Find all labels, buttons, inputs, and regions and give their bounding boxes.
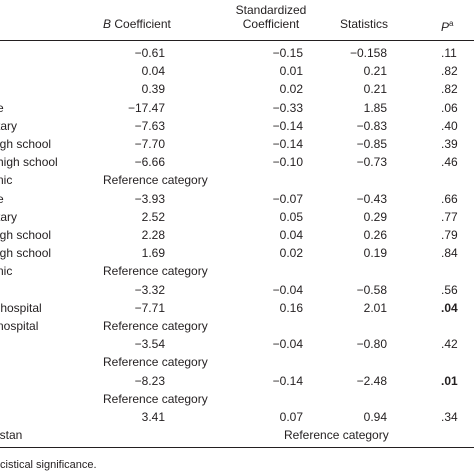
- cell: −0.15: [272, 46, 303, 60]
- reference: Reference category: [103, 355, 208, 370]
- row-label: nic: [0, 264, 13, 279]
- cell: −0.33: [272, 100, 303, 115]
- cell: 0.01: [279, 64, 303, 79]
- cell: −0.10: [272, 155, 303, 170]
- header-std-2: Coefficient: [242, 17, 300, 31]
- row-label: igh school: [0, 228, 52, 242]
- cell: .66: [441, 191, 458, 206]
- header-b-coefficient: Coefficient: [114, 17, 171, 31]
- cell: .40: [441, 118, 458, 133]
- reference: Reference category: [103, 319, 208, 333]
- row-label: nic: [0, 173, 13, 188]
- cell: −0.43: [356, 191, 387, 206]
- cell: −0.85: [356, 137, 387, 151]
- cell: .84: [441, 246, 458, 261]
- row-label: istan: [0, 428, 23, 443]
- row-label: high school: [0, 155, 58, 170]
- cell: 0.29: [363, 209, 387, 224]
- cell: −0.58: [356, 282, 387, 297]
- row-label: igh school: [0, 246, 52, 261]
- cell: −0.07: [272, 191, 303, 206]
- cell: .56: [441, 282, 458, 297]
- cell: 0.94: [363, 410, 387, 424]
- cell: −3.93: [134, 191, 165, 206]
- cell: −7.63: [134, 118, 165, 133]
- header-statistics: Statistics: [340, 17, 389, 31]
- cell: 2.01: [363, 300, 387, 315]
- cell: −7.71: [134, 300, 165, 315]
- cell: −8.23: [134, 373, 165, 388]
- cell: .42: [441, 337, 458, 352]
- header-b: B Coefficient: [103, 17, 171, 31]
- header-b-italic: B: [103, 17, 112, 31]
- cell: 0.26: [363, 228, 387, 242]
- cell: −0.14: [272, 137, 303, 151]
- cell: .04: [441, 300, 458, 315]
- cell: 0.21: [363, 64, 387, 79]
- cell: .82: [441, 64, 458, 79]
- cell: 0.16: [279, 300, 303, 315]
- cell: .82: [441, 82, 458, 97]
- cell: −0.04: [272, 337, 303, 352]
- cell: 0.04: [141, 64, 165, 79]
- cell: −0.80: [356, 337, 387, 352]
- row-label: igh school: [0, 137, 52, 151]
- row-label: e: [0, 100, 4, 115]
- row-label: hospital: [0, 300, 42, 315]
- reference: Reference category: [103, 391, 208, 406]
- row-label: tary: [0, 209, 18, 224]
- header-p: Pa: [441, 17, 453, 34]
- header-rule: [0, 40, 474, 41]
- cell: .01: [441, 373, 458, 388]
- cell: .79: [441, 228, 458, 242]
- cell: −2.48: [356, 373, 387, 388]
- cell: −0.158: [349, 46, 387, 60]
- cell: .34: [441, 410, 458, 424]
- cell: 1.69: [141, 246, 165, 261]
- reference: Reference category: [103, 173, 208, 188]
- cell: −0.61: [134, 46, 165, 60]
- header-std-1: Standardized: [235, 3, 307, 17]
- cell: −17.47: [127, 100, 165, 115]
- cell: −0.14: [272, 118, 303, 133]
- cell: .77: [441, 209, 458, 224]
- footnote: cistical significance.: [0, 459, 97, 471]
- cell: −3.54: [134, 337, 165, 352]
- header-p-sup: a: [449, 19, 454, 28]
- cell: −0.14: [272, 373, 303, 388]
- cell: −0.83: [356, 118, 387, 133]
- cell: −7.70: [134, 137, 165, 151]
- reference: Reference category: [103, 264, 208, 279]
- header-p-italic: P: [441, 20, 450, 34]
- reference: Reference category: [284, 428, 389, 443]
- cell: 0.04: [279, 228, 303, 242]
- cell: 0.02: [279, 82, 303, 97]
- cell: 0.19: [363, 246, 387, 261]
- cell: 0.07: [279, 410, 303, 424]
- cell: 0.21: [363, 82, 387, 97]
- cell: 0.39: [141, 82, 165, 97]
- bottom-rule: [0, 447, 474, 448]
- cell: −6.66: [134, 155, 165, 170]
- cell: 2.28: [141, 228, 165, 242]
- cell: −0.04: [272, 282, 303, 297]
- row-label: e: [0, 191, 4, 206]
- cell: .06: [441, 100, 458, 115]
- cell: −3.32: [134, 282, 165, 297]
- cell: 2.52: [141, 209, 165, 224]
- cell: .46: [441, 155, 458, 170]
- row-label: nospital: [0, 319, 39, 333]
- cell: −0.73: [356, 155, 387, 170]
- cell: 1.85: [363, 100, 387, 115]
- cell: 3.41: [141, 410, 165, 424]
- cell: .39: [441, 137, 458, 151]
- row-label: tary: [0, 118, 18, 133]
- cell: .11: [441, 46, 457, 60]
- cell: 0.05: [279, 209, 303, 224]
- cell: 0.02: [279, 246, 303, 261]
